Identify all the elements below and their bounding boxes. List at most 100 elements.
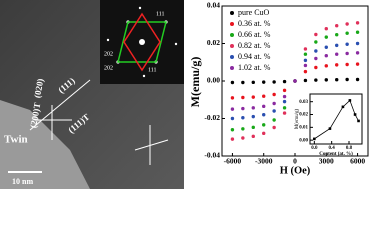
data-point xyxy=(355,51,360,55)
data-point xyxy=(328,127,332,130)
data-point xyxy=(335,43,339,48)
legend-marker xyxy=(230,66,234,70)
diffraction-label: 202 xyxy=(104,65,113,71)
data-point xyxy=(353,113,357,116)
data-point xyxy=(282,111,287,115)
data-point xyxy=(282,106,287,110)
data-point xyxy=(335,77,339,82)
data-point xyxy=(230,80,235,85)
x-tick-label: 0 xyxy=(293,157,297,166)
x-tick-label: 6000 xyxy=(350,157,365,166)
data-point xyxy=(345,77,349,82)
y-axis-label: M(emu/g) xyxy=(188,57,202,108)
legend-label: 0.82 at. % xyxy=(238,41,271,50)
data-point xyxy=(251,95,255,99)
data-point xyxy=(241,80,245,85)
data-point xyxy=(314,65,318,70)
data-point xyxy=(355,41,360,46)
data-point xyxy=(355,30,360,34)
data-point xyxy=(335,32,339,37)
data-point xyxy=(324,78,328,82)
data-point xyxy=(341,105,345,109)
data-point xyxy=(324,53,328,58)
data-point xyxy=(272,109,276,113)
data-point xyxy=(282,99,287,104)
data-point xyxy=(262,113,266,117)
data-point xyxy=(345,31,349,35)
data-point xyxy=(262,123,266,127)
data-point xyxy=(272,101,276,106)
data-point xyxy=(335,52,339,56)
data-point xyxy=(230,128,235,132)
legend-label: 0.94 at. % xyxy=(238,52,271,61)
data-point xyxy=(313,137,316,141)
micrograph-label: Twin xyxy=(4,134,28,146)
diffraction-label: 111 xyxy=(156,11,165,17)
data-point xyxy=(314,49,318,53)
data-point xyxy=(303,52,308,56)
data-point xyxy=(324,45,328,49)
data-point xyxy=(314,56,318,61)
data-point xyxy=(355,21,360,25)
x-tick-label: -6000 xyxy=(224,157,242,166)
micrograph-label: (200)T xyxy=(28,102,42,129)
y-tick-label: 0.01 xyxy=(299,125,308,130)
data-point xyxy=(314,40,318,44)
legend-marker xyxy=(230,22,234,26)
figure: M(emu/g) Twin(111)(111)T(020)(200)T10 nm… xyxy=(0,0,369,189)
data-point xyxy=(324,35,328,39)
data-point xyxy=(230,116,235,121)
data-point xyxy=(345,62,349,67)
red-cell xyxy=(123,12,161,72)
data-point xyxy=(324,26,328,31)
x-tick-label: 0.4 xyxy=(329,146,336,151)
y-tick-label: 0.00 xyxy=(299,138,308,143)
data-point xyxy=(251,106,255,110)
legend-label: pure CuO xyxy=(238,8,270,17)
data-point xyxy=(335,63,339,67)
data-point xyxy=(272,125,276,130)
data-point xyxy=(241,136,245,140)
data-point xyxy=(303,63,308,68)
data-point xyxy=(357,119,360,123)
data-point xyxy=(272,92,276,97)
y-tick-label: 0.04 xyxy=(207,1,220,10)
data-point xyxy=(355,77,360,82)
y-tick-label: 0.00 xyxy=(207,76,220,85)
data-point xyxy=(241,106,245,111)
x-tick-label: -3000 xyxy=(255,157,273,166)
data-point xyxy=(345,22,349,26)
y-tick-label: -0.02 xyxy=(204,113,220,122)
data-point xyxy=(251,134,255,139)
data-point xyxy=(303,58,308,63)
legend-marker xyxy=(230,55,234,59)
data-point xyxy=(293,79,297,83)
data-point xyxy=(251,80,255,85)
data-point xyxy=(303,47,308,51)
data-point xyxy=(282,88,287,93)
data-point xyxy=(251,114,255,119)
twin-lines xyxy=(8,79,169,173)
legend-label: 0.36 at. % xyxy=(238,19,271,28)
legend-marker xyxy=(230,33,234,37)
data-point xyxy=(314,78,318,82)
amorphous-region xyxy=(0,100,90,189)
micrograph-label: 10 nm xyxy=(12,177,33,186)
data-point xyxy=(348,99,352,102)
y-tick-label: 0.02 xyxy=(299,113,308,118)
data-point xyxy=(262,80,266,84)
data-point xyxy=(251,125,255,130)
micrograph-label: (020) xyxy=(32,78,45,99)
data-point xyxy=(335,23,339,28)
x-tick-label: 0.0 xyxy=(311,146,318,151)
data-point xyxy=(241,116,245,120)
data-point xyxy=(230,96,235,100)
data-point xyxy=(303,69,308,74)
data-point xyxy=(241,95,245,100)
y-tick-label: 0.03 xyxy=(299,100,308,105)
data-point xyxy=(324,64,328,68)
data-point xyxy=(230,137,235,141)
y-tick-label: 0.02 xyxy=(207,38,220,47)
data-point xyxy=(355,62,360,66)
legend-label: 0.66 at. % xyxy=(238,30,271,39)
